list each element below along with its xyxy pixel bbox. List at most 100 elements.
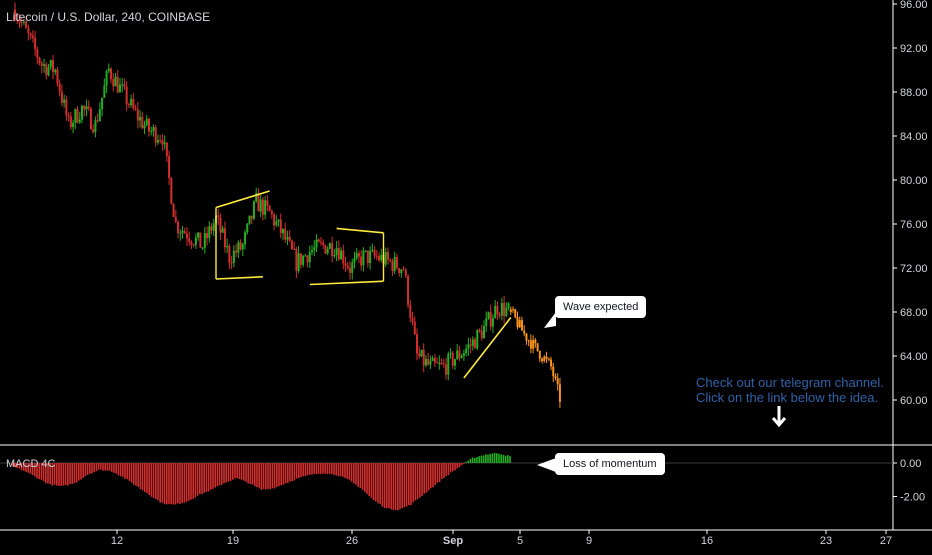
macd-bar bbox=[53, 463, 56, 485]
macd-bar bbox=[144, 463, 146, 492]
candle-body bbox=[404, 269, 407, 276]
macd-bar bbox=[179, 463, 181, 504]
candle-body bbox=[380, 254, 383, 261]
price-tick-label: 92.00 bbox=[900, 43, 928, 55]
price-tick-label: 76.00 bbox=[900, 219, 928, 231]
macd-bar bbox=[86, 463, 89, 475]
macd-bar bbox=[368, 463, 370, 496]
macd-bar bbox=[300, 463, 302, 478]
candle-body bbox=[114, 76, 117, 87]
macd-bar bbox=[265, 463, 267, 490]
candle-body bbox=[451, 352, 454, 366]
macd-bar bbox=[278, 463, 280, 487]
candle-body bbox=[304, 255, 307, 257]
candle-body bbox=[483, 326, 485, 339]
candle-body bbox=[172, 203, 175, 218]
macd-bar bbox=[36, 463, 38, 479]
macd-bar bbox=[181, 463, 183, 504]
macd-bar bbox=[254, 463, 256, 487]
candle-body bbox=[344, 263, 347, 266]
macd-bar bbox=[135, 463, 137, 486]
macd-bar bbox=[507, 455, 509, 463]
candle-body bbox=[103, 85, 106, 98]
candle-body bbox=[422, 349, 425, 366]
candle-body bbox=[246, 223, 249, 233]
macd-label: MACD 4C bbox=[6, 458, 56, 470]
macd-bar bbox=[498, 453, 500, 463]
candle-body bbox=[235, 250, 238, 253]
macd-bar bbox=[124, 463, 126, 479]
macd-bar bbox=[364, 463, 366, 492]
macd-bar bbox=[62, 463, 65, 486]
projection-body bbox=[520, 320, 523, 331]
projection-body bbox=[509, 309, 512, 312]
macd-bar bbox=[335, 463, 337, 476]
macd-bar bbox=[489, 454, 491, 463]
macd-bar bbox=[51, 463, 54, 486]
macd-bar bbox=[47, 463, 49, 484]
macd-bar bbox=[113, 463, 115, 473]
candle-body bbox=[384, 251, 387, 265]
projection-body bbox=[545, 356, 548, 359]
candle-body bbox=[136, 109, 139, 121]
candle-body bbox=[47, 67, 50, 76]
macd-bar bbox=[423, 463, 425, 494]
candle-body bbox=[96, 120, 99, 122]
candle-body bbox=[85, 106, 88, 110]
macd-bar bbox=[38, 463, 40, 480]
macd-bar bbox=[238, 463, 241, 479]
macd-bar bbox=[258, 463, 260, 489]
macd-bar bbox=[276, 463, 278, 487]
candle-body bbox=[357, 253, 360, 257]
candle-body bbox=[270, 211, 273, 215]
macd-bar bbox=[441, 463, 443, 480]
candle-body bbox=[112, 79, 115, 87]
candle-body bbox=[471, 339, 474, 346]
macd-bar bbox=[388, 463, 390, 509]
macd-bar bbox=[25, 463, 27, 472]
candle-body bbox=[400, 269, 403, 274]
projection-body bbox=[536, 343, 539, 351]
macd-bar bbox=[256, 463, 258, 488]
macd-bar bbox=[60, 463, 62, 486]
macd-bar bbox=[392, 463, 395, 510]
pattern-line-4 bbox=[463, 317, 512, 379]
candle-body bbox=[288, 236, 291, 241]
candle-body bbox=[139, 116, 142, 121]
macd-bar bbox=[412, 463, 414, 503]
candle-body bbox=[76, 109, 79, 123]
macd-bar bbox=[366, 463, 368, 494]
macd-bar bbox=[361, 463, 364, 490]
time-tick-label: Sep bbox=[443, 535, 463, 547]
candle-body bbox=[277, 219, 280, 222]
projection-body bbox=[558, 384, 561, 402]
candle-body bbox=[248, 215, 251, 224]
macd-bar bbox=[377, 463, 379, 504]
candle-body bbox=[116, 76, 119, 93]
macd-bar bbox=[302, 463, 304, 477]
candle-body bbox=[201, 247, 204, 249]
macd-bar bbox=[432, 463, 434, 488]
candle-body bbox=[118, 84, 121, 93]
macd-bar bbox=[23, 463, 25, 471]
macd-bar bbox=[348, 463, 351, 480]
macd-bar bbox=[196, 463, 199, 496]
macd-bar bbox=[390, 463, 392, 510]
macd-bar bbox=[108, 463, 111, 471]
candle-body bbox=[349, 267, 351, 273]
macd-bar bbox=[397, 463, 399, 511]
candle-body bbox=[476, 330, 479, 349]
price-tick-label: 80.00 bbox=[900, 175, 928, 187]
candle-body bbox=[98, 109, 101, 122]
candle-body bbox=[498, 314, 501, 316]
macd-bar bbox=[18, 463, 21, 469]
macd-bar bbox=[458, 463, 461, 468]
projection-body bbox=[527, 340, 530, 342]
macd-bar bbox=[500, 454, 502, 463]
candle-body bbox=[29, 33, 32, 36]
candle-body bbox=[223, 228, 226, 248]
macd-bar bbox=[150, 463, 153, 497]
candle-body bbox=[38, 57, 41, 64]
